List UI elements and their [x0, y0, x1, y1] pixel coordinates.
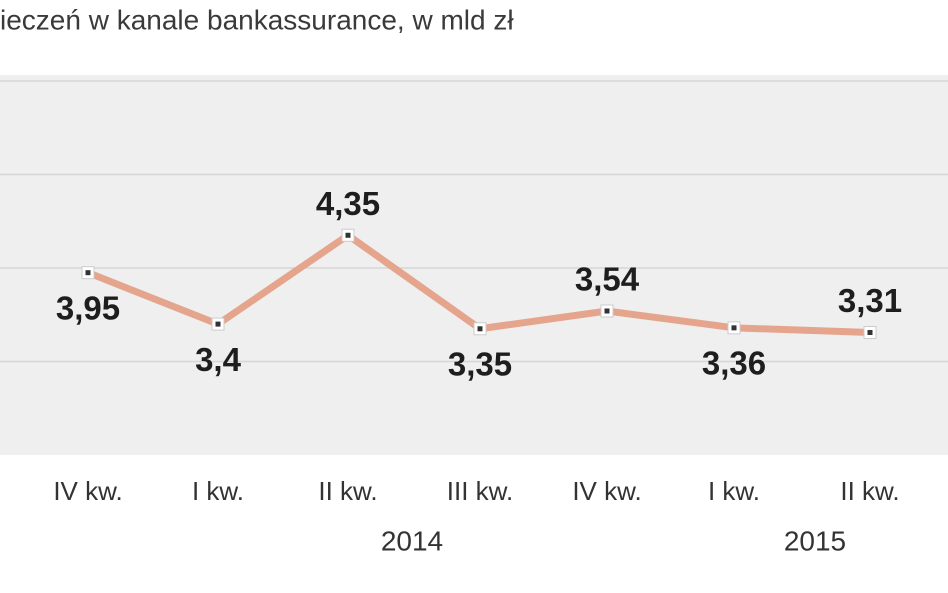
x-tick-label: II kw.	[840, 476, 899, 506]
data-label: 3,95	[56, 289, 120, 326]
plot-background	[0, 75, 948, 455]
data-label: 3,4	[195, 341, 242, 378]
marker-dot	[731, 325, 737, 331]
x-tick-label: I kw.	[708, 476, 760, 506]
data-label: 3,36	[702, 345, 766, 382]
marker-dot	[85, 270, 91, 276]
marker-dot	[215, 321, 221, 327]
marker-dot	[345, 232, 351, 238]
marker-dot	[477, 326, 483, 332]
marker-dot	[604, 308, 610, 314]
chart-title: ieczeń w kanale bankassurance, w mld zł	[0, 4, 514, 35]
year-label: 2015	[784, 525, 846, 556]
data-label: 3,31	[838, 282, 902, 319]
data-label: 3,35	[448, 345, 512, 382]
data-label: 3,54	[575, 261, 640, 298]
marker-dot	[867, 330, 873, 336]
x-tick-label: IV kw.	[572, 476, 641, 506]
data-label: 4,35	[316, 185, 380, 222]
x-tick-label: III kw.	[447, 476, 513, 506]
x-tick-label: I kw.	[192, 476, 244, 506]
x-tick-label: IV kw.	[53, 476, 122, 506]
year-label: 2014	[381, 525, 443, 556]
x-tick-label: II kw.	[318, 476, 377, 506]
